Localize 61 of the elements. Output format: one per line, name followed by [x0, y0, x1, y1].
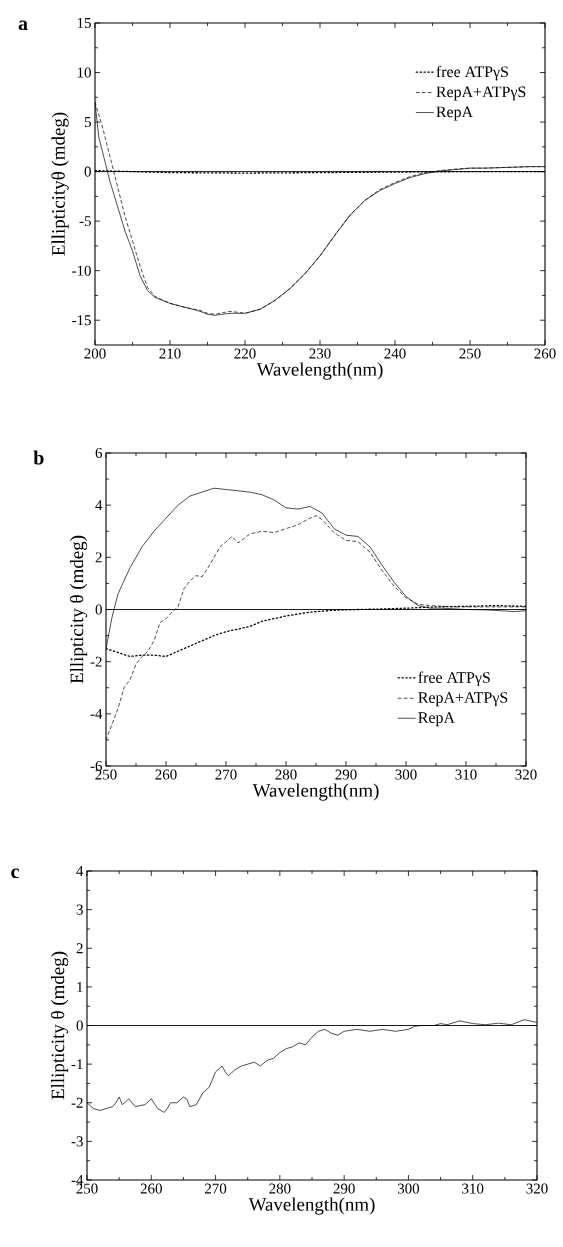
x-axis-title: Wavelength(nm): [252, 783, 379, 801]
chart-title: a: [18, 20, 28, 31]
y-tick-label: -10: [72, 265, 91, 276]
y-axis-title: Ellipticityθ (mdeg): [51, 112, 69, 256]
x-tick-label: 250: [459, 348, 481, 359]
x-tick-label: 260: [140, 1183, 162, 1194]
chart-title: b: [33, 450, 44, 465]
y-tick-label: 5: [84, 117, 91, 128]
y-tick-label: -4: [71, 1175, 84, 1185]
y-axis-title: Ellipticity θ (mdeg): [69, 535, 88, 684]
x-tick-label: 270: [215, 769, 237, 780]
x-tick-label: 260: [155, 769, 177, 780]
x-tick-label: 320: [526, 1183, 548, 1194]
y-tick-label: -5: [79, 216, 91, 227]
y-tick-label: 0: [95, 604, 102, 615]
x-tick-label: 260: [534, 348, 556, 359]
y-tick-label: 4: [95, 500, 103, 511]
x-tick-label: 210: [159, 348, 181, 359]
y-tick-label: -3: [71, 1136, 83, 1147]
x-tick-label: 240: [384, 348, 406, 359]
x-axis-title: Wavelength(nm): [256, 362, 383, 380]
legend-label: RepA: [418, 712, 455, 727]
x-tick-label: 320: [515, 769, 537, 780]
x-axis-title: Wavelength(nm): [248, 1197, 375, 1215]
x-tick-label: 270: [205, 1183, 227, 1194]
x-tick-label: 310: [455, 769, 477, 780]
y-tick-label: -2: [90, 656, 102, 667]
x-tick-label: 220: [234, 348, 256, 359]
legend-label: RepA: [436, 106, 473, 121]
y-tick-label: 10: [77, 67, 91, 78]
legend-label: free ATPγS: [436, 65, 508, 81]
x-tick-label: 300: [395, 769, 417, 780]
x-tick-label: 230: [309, 348, 331, 359]
x-tick-label: 280: [269, 1183, 291, 1194]
y-axis-title: Ellipticity θ (mdeg): [50, 951, 69, 1100]
y-tick-label: -6: [90, 760, 103, 772]
x-tick-label: 250: [95, 769, 117, 780]
x-tick-label: 250: [76, 1183, 98, 1194]
y-tick-label: 2: [95, 552, 102, 563]
chart-title: c: [11, 868, 19, 879]
x-tick-label: 200: [84, 348, 106, 359]
x-tick-label: 290: [333, 1183, 355, 1194]
y-tick-label: 15: [77, 17, 91, 28]
y-tick-label: 4: [76, 866, 84, 876]
y-tick-label: 0: [84, 166, 91, 177]
legend-label: RepA+ATPγS: [436, 86, 526, 101]
y-tick-label: -1: [71, 1059, 83, 1070]
y-tick-label: 2: [76, 943, 83, 954]
y-tick-label: 0: [76, 1020, 83, 1031]
y-tick-label: -15: [72, 315, 91, 326]
legend-label: RepA+ATPγS: [418, 692, 508, 707]
y-tick-label: 6: [95, 447, 103, 459]
x-tick-label: 300: [397, 1183, 420, 1194]
x-tick-label: 290: [335, 769, 357, 780]
legend-label: free ATPγS: [418, 671, 490, 687]
x-tick-label: 280: [275, 769, 297, 780]
y-tick-label: -2: [71, 1097, 83, 1108]
x-tick-label: 310: [462, 1183, 484, 1194]
y-tick-label: 3: [76, 904, 83, 915]
y-tick-label: 1: [77, 981, 83, 992]
y-tick-label: -4: [90, 708, 103, 719]
